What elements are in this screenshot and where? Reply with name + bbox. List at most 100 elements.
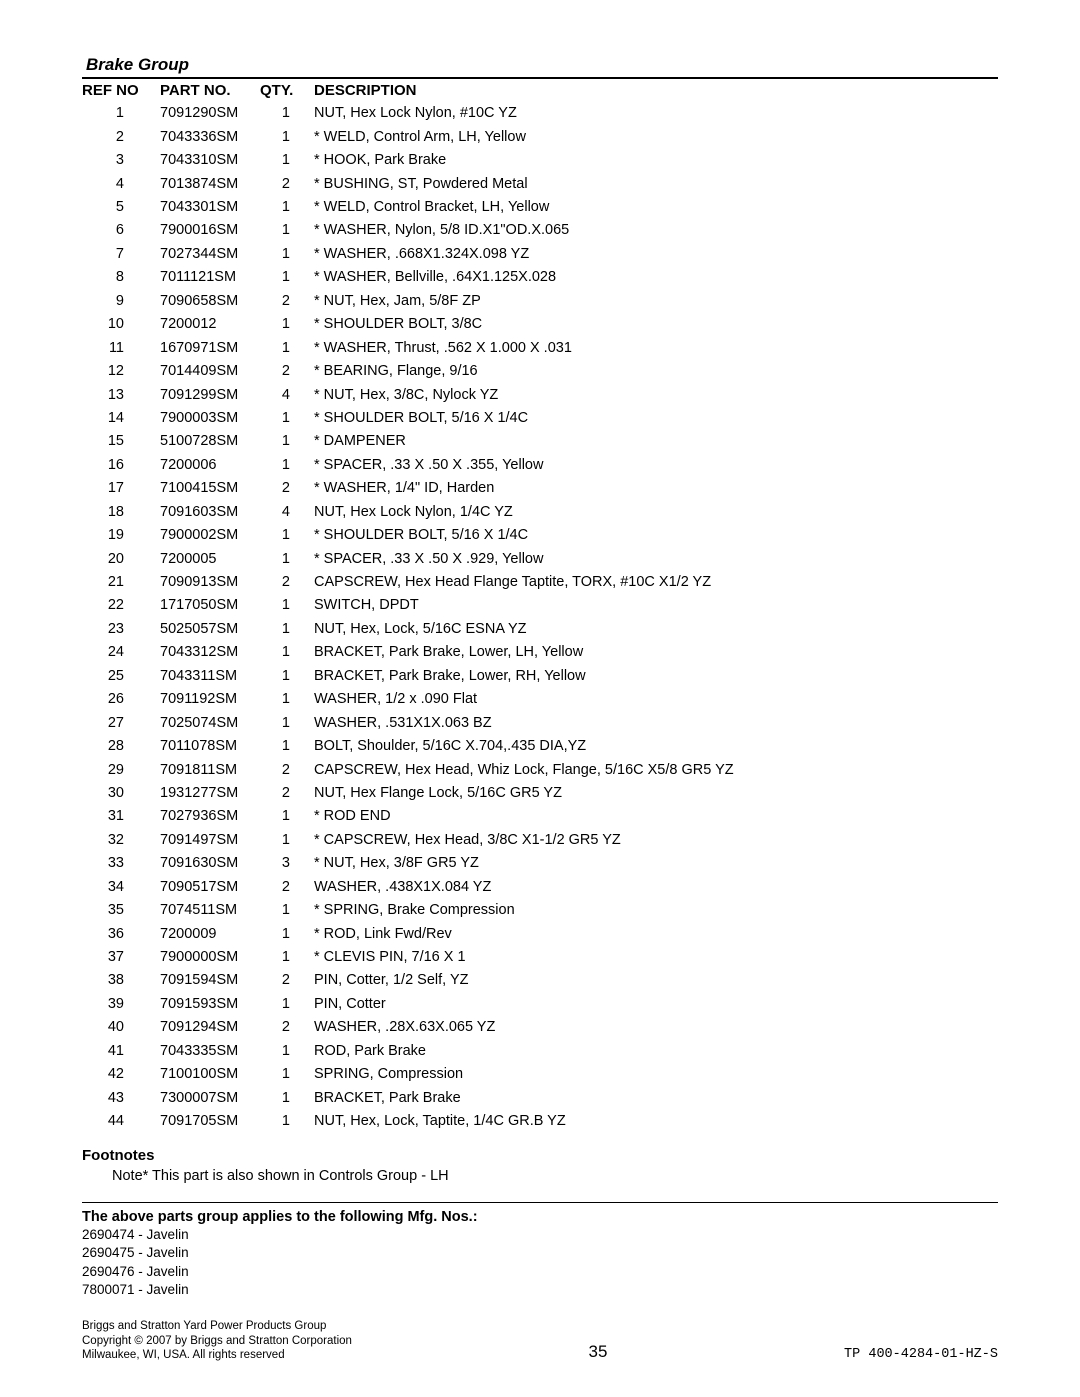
cell-part: 7091290SM xyxy=(160,102,260,125)
cell-desc: * ROD, Link Fwd/Rev xyxy=(314,922,998,945)
table-row: 267091192SM1WASHER, 1/2 x .090 Flat xyxy=(82,688,998,711)
table-row: 3672000091* ROD, Link Fwd/Rev xyxy=(82,922,998,945)
table-row: 57043301SM1* WELD, Control Bracket, LH, … xyxy=(82,196,998,219)
footer-left-line1: Briggs and Stratton Yard Power Products … xyxy=(82,1319,352,1333)
cell-ref: 2 xyxy=(82,125,160,148)
col-header-qty: QTY. xyxy=(260,79,314,102)
cell-qty: 2 xyxy=(260,360,314,383)
cell-part: 5100728SM xyxy=(160,430,260,453)
table-row: 147900003SM1* SHOULDER BOLT, 5/16 X 1/4C xyxy=(82,407,998,430)
cell-desc: WASHER, .438X1X.084 YZ xyxy=(314,875,998,898)
cell-ref: 17 xyxy=(82,477,160,500)
doc-id: TP 400-4284-01-HZ-S xyxy=(844,1347,998,1362)
cell-desc: WASHER, .28X.63X.065 YZ xyxy=(314,1016,998,1039)
cell-desc: * SPACER, .33 X .50 X .355, Yellow xyxy=(314,454,998,477)
cell-part: 1670971SM xyxy=(160,336,260,359)
cell-desc: * SPACER, .33 X .50 X .929, Yellow xyxy=(314,547,998,570)
cell-qty: 4 xyxy=(260,500,314,523)
cell-desc: BRACKET, Park Brake, Lower, LH, Yellow xyxy=(314,641,998,664)
cell-part: 7900003SM xyxy=(160,407,260,430)
table-row: 137091299SM4* NUT, Hex, 3/8C, Nylock YZ xyxy=(82,383,998,406)
table-row: 235025057SM1NUT, Hex, Lock, 5/16C ESNA Y… xyxy=(82,618,998,641)
cell-desc: * WELD, Control Bracket, LH, Yellow xyxy=(314,196,998,219)
cell-desc: ROD, Park Brake xyxy=(314,1040,998,1063)
cell-ref: 38 xyxy=(82,969,160,992)
mfg-no: 2690476 - Javelin xyxy=(82,1263,998,1281)
cell-ref: 30 xyxy=(82,782,160,805)
cell-ref: 1 xyxy=(82,102,160,125)
cell-qty: 2 xyxy=(260,571,314,594)
cell-part: 7013874SM xyxy=(160,172,260,195)
cell-qty: 1 xyxy=(260,641,314,664)
cell-part: 7200009 xyxy=(160,922,260,945)
cell-desc: NUT, Hex Lock Nylon, #10C YZ xyxy=(314,102,998,125)
table-row: 37043310SM1* HOOK, Park Brake xyxy=(82,149,998,172)
cell-ref: 32 xyxy=(82,829,160,852)
cell-qty: 1 xyxy=(260,524,314,547)
cell-qty: 1 xyxy=(260,735,314,758)
cell-desc: * SPRING, Brake Compression xyxy=(314,899,998,922)
cell-qty: 1 xyxy=(260,336,314,359)
cell-qty: 1 xyxy=(260,313,314,336)
cell-qty: 4 xyxy=(260,383,314,406)
table-row: 155100728SM1* DAMPENER xyxy=(82,430,998,453)
table-row: 327091497SM1* CAPSCREW, Hex Head, 3/8C X… xyxy=(82,829,998,852)
cell-part: 7011078SM xyxy=(160,735,260,758)
cell-ref: 7 xyxy=(82,243,160,266)
cell-desc: PIN, Cotter xyxy=(314,993,998,1016)
table-row: 87011121SM1* WASHER, Bellville, .64X1.12… xyxy=(82,266,998,289)
cell-ref: 25 xyxy=(82,665,160,688)
cell-part: 7025074SM xyxy=(160,711,260,734)
cell-ref: 40 xyxy=(82,1016,160,1039)
cell-ref: 22 xyxy=(82,594,160,617)
cell-desc: NUT, Hex Flange Lock, 5/16C GR5 YZ xyxy=(314,782,998,805)
cell-qty: 1 xyxy=(260,618,314,641)
mfg-no: 2690474 - Javelin xyxy=(82,1226,998,1244)
cell-part: 7043301SM xyxy=(160,196,260,219)
section-title: Brake Group xyxy=(82,55,998,75)
cell-qty: 1 xyxy=(260,805,314,828)
cell-part: 7091705SM xyxy=(160,1110,260,1133)
cell-ref: 39 xyxy=(82,993,160,1016)
cell-part: 7090658SM xyxy=(160,290,260,313)
cell-part: 7900016SM xyxy=(160,219,260,242)
page-footer: Briggs and Stratton Yard Power Products … xyxy=(82,1319,998,1362)
table-row: 17091290SM1NUT, Hex Lock Nylon, #10C YZ xyxy=(82,102,998,125)
cell-part: 7300007SM xyxy=(160,1086,260,1109)
cell-ref: 43 xyxy=(82,1086,160,1109)
cell-qty: 1 xyxy=(260,219,314,242)
cell-part: 7027936SM xyxy=(160,805,260,828)
cell-ref: 44 xyxy=(82,1110,160,1133)
cell-qty: 1 xyxy=(260,149,314,172)
cell-ref: 15 xyxy=(82,430,160,453)
cell-desc: BRACKET, Park Brake, Lower, RH, Yellow xyxy=(314,665,998,688)
table-row: 317027936SM1* ROD END xyxy=(82,805,998,828)
cell-ref: 5 xyxy=(82,196,160,219)
cell-ref: 23 xyxy=(82,618,160,641)
cell-desc: * CLEVIS PIN, 7/16 X 1 xyxy=(314,946,998,969)
cell-ref: 20 xyxy=(82,547,160,570)
cell-desc: WASHER, .531X1X.063 BZ xyxy=(314,711,998,734)
cell-part: 7043312SM xyxy=(160,641,260,664)
footer-left-line2: Copyright © 2007 by Briggs and Stratton … xyxy=(82,1334,352,1348)
cell-ref: 10 xyxy=(82,313,160,336)
cell-qty: 3 xyxy=(260,852,314,875)
cell-part: 7043336SM xyxy=(160,125,260,148)
cell-desc: PIN, Cotter, 1/2 Self, YZ xyxy=(314,969,998,992)
cell-part: 7900002SM xyxy=(160,524,260,547)
cell-ref: 9 xyxy=(82,290,160,313)
table-row: 257043311SM1BRACKET, Park Brake, Lower, … xyxy=(82,665,998,688)
cell-qty: 1 xyxy=(260,922,314,945)
table-row: 2072000051* SPACER, .33 X .50 X .929, Ye… xyxy=(82,547,998,570)
cell-part: 7043311SM xyxy=(160,665,260,688)
table-row: 277025074SM1WASHER, .531X1X.063 BZ xyxy=(82,711,998,734)
cell-desc: * NUT, Hex, 3/8F GR5 YZ xyxy=(314,852,998,875)
cell-desc: * HOOK, Park Brake xyxy=(314,149,998,172)
table-row: 437300007SM1BRACKET, Park Brake xyxy=(82,1086,998,1109)
table-row: 197900002SM1* SHOULDER BOLT, 5/16 X 1/4C xyxy=(82,524,998,547)
cell-part: 1717050SM xyxy=(160,594,260,617)
cell-qty: 1 xyxy=(260,1063,314,1086)
cell-desc: CAPSCREW, Hex Head, Whiz Lock, Flange, 5… xyxy=(314,758,998,781)
cell-ref: 24 xyxy=(82,641,160,664)
cell-desc: * NUT, Hex, Jam, 5/8F ZP xyxy=(314,290,998,313)
